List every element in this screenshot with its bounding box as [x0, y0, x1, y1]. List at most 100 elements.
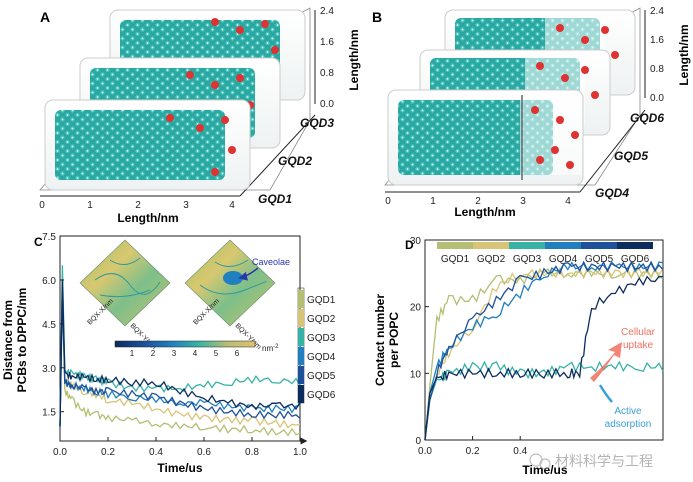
- legend-swatch-gqd2: [473, 242, 509, 249]
- series-line-gqd6: [59, 279, 301, 427]
- panel-b-depth-axis: [579, 109, 646, 193]
- legend-label-gqd6: GQD6: [307, 390, 336, 401]
- panel-b-ytick: 2.4: [650, 6, 664, 17]
- panel-d-uptake-label: Cellular: [621, 327, 656, 338]
- panel-d-adsorption-arrow: [598, 384, 613, 403]
- panel-c-caveolae-label: Caveolae: [252, 257, 290, 267]
- y-tick-label: 10: [410, 369, 422, 380]
- panel-a-ytick: 0.8: [320, 68, 334, 79]
- panel-c-colorbar-tick: 2: [151, 349, 156, 358]
- legend-swatch-gqd1: [298, 290, 304, 308]
- caveolae-region: [223, 271, 243, 285]
- panel-d-label: D: [405, 238, 414, 252]
- legend-swatch-gqd3: [298, 328, 304, 346]
- watermark: 材料科学与工程: [529, 453, 653, 470]
- panel-c-ylabel-line2: PCBs to DPPC/nm: [15, 288, 29, 393]
- x-tick-label: 1.0: [293, 447, 307, 458]
- panel-b-xtick: 1: [430, 196, 436, 207]
- panel-a-layer-label: GQD2: [278, 154, 312, 168]
- panel-d-adsorption-label: Active: [614, 406, 642, 417]
- legend-swatch-gqd4: [545, 242, 581, 249]
- panel-a-xtick: 2: [135, 200, 141, 211]
- panel-a: A 0 1 2 3 4 0.0: [39, 6, 361, 225]
- panel-b-layer-label: GQD4: [595, 186, 629, 200]
- panel-d-xlabel: Time/us: [522, 463, 567, 477]
- x-tick-label: 0.2: [101, 447, 115, 458]
- panel-d-ylabel-line2: per POPC: [387, 312, 401, 368]
- panel-c-colorbar-tick: 6: [235, 349, 240, 358]
- panel-d-series-group: [424, 260, 664, 441]
- legend-swatch-gqd5: [298, 366, 304, 384]
- panel-a-depth-axis: [239, 114, 316, 197]
- x-tick-label: 0.0: [53, 447, 67, 458]
- panel-c-colorbar-tick: 4: [193, 349, 198, 358]
- panel-a-xtick: 4: [229, 200, 235, 211]
- panel-b-xtick: 2: [475, 196, 481, 207]
- panel-c-series-group: [59, 265, 301, 437]
- y-tick-label: 30: [410, 236, 422, 247]
- panel-c-yticks: 1.5 3.0 4.5 6.0 7.5: [42, 232, 64, 419]
- panel-a-ylabel: Length/nm: [347, 29, 361, 90]
- panel-c-caveolae-arrow: [238, 267, 259, 281]
- legend-label-gqd5: GQD5: [307, 371, 336, 382]
- legend-swatch-gqd2: [298, 309, 304, 327]
- series-line-gqd2: [424, 267, 664, 441]
- panel-b-xtick: 0: [385, 196, 391, 207]
- x-tick-label: 0.2: [466, 446, 480, 457]
- series-line-gqd1: [59, 274, 301, 437]
- panel-d-yticks: 0 10 20 30: [410, 236, 429, 447]
- panel-a-ytick: 1.6: [320, 37, 334, 48]
- legend-label-gqd3: GQD3: [513, 254, 542, 265]
- y-tick-label: 20: [410, 303, 422, 314]
- legend-swatch-gqd1: [437, 242, 473, 249]
- panel-b-ytick: 0.8: [650, 64, 664, 75]
- panel-c-colorbar-tick: 5: [214, 349, 219, 358]
- panel-d-adsorption-label: adsorption: [605, 419, 652, 430]
- series-line-gqd4: [59, 285, 301, 427]
- legend-label-gqd4: GQD4: [307, 352, 336, 363]
- panel-b-xtick: 4: [565, 196, 571, 207]
- series-line-gqd2: [59, 279, 301, 429]
- panel-d-xticks: 0.0 0.2 0.4: [418, 436, 528, 457]
- series-line-gqd3: [59, 265, 301, 427]
- panel-d-legend: GQD1 GQD2 GQD3 GQD4 GQD5 GQD6: [437, 242, 653, 265]
- legend-swatch-gqd4: [298, 347, 304, 365]
- panel-c-colorbar-unit: nm-2: [262, 344, 279, 353]
- panel-c-inset-map-1: [79, 239, 171, 327]
- panel-b-layer-label: GQD6: [630, 111, 664, 125]
- panel-c: C 1.5 3.0 4.5 6.0 7.5 0.0 0.2 0.4 0.6 0.8 1.0 Tim…: [1, 232, 336, 475]
- panel-d-plot-frame: [424, 239, 664, 441]
- y-tick-label: 7.5: [42, 232, 56, 243]
- panel-c-xlabel: Time/us: [157, 461, 202, 475]
- x-tick-label: 0.8: [245, 447, 259, 458]
- panel-c-colorbar-tick: 3: [172, 349, 177, 358]
- series-line-gqd6: [424, 275, 664, 441]
- y-tick-label: 3.0: [42, 364, 56, 375]
- panel-b-label: B: [372, 9, 382, 25]
- series-line-gqd3: [424, 360, 664, 441]
- legend-swatch-gqd6: [617, 242, 653, 249]
- legend-label-gqd1: GQD1: [307, 295, 336, 306]
- legend-label-gqd2: GQD2: [307, 314, 336, 325]
- panel-a-sheet-gqd1: [44, 99, 251, 191]
- panel-a-layer-label: GQD1: [258, 192, 292, 206]
- panel-b-ylabel: Length/nm: [677, 24, 691, 85]
- y-tick-label: 0: [415, 436, 421, 447]
- x-tick-label: 0.6: [197, 447, 211, 458]
- panel-a-xlabel: Length/nm: [117, 211, 178, 225]
- panel-b-xtick: 3: [520, 196, 526, 207]
- panel-c-label: C: [34, 235, 43, 249]
- legend-label-gqd4: GQD4: [549, 254, 578, 265]
- panel-a-xtick: 3: [183, 200, 189, 211]
- legend-swatch-gqd3: [509, 242, 545, 249]
- panel-d-ylabel-line1: Contact number: [373, 294, 387, 386]
- legend-label-gqd6: GQD6: [621, 254, 650, 265]
- legend-label-gqd2: GQD2: [477, 254, 506, 265]
- panel-c-colorbar: [114, 340, 256, 348]
- panel-b-ytick: 0.0: [650, 93, 664, 104]
- y-tick-label: 6.0: [42, 276, 56, 287]
- legend-label-gqd3: GQD3: [307, 333, 336, 344]
- panel-a-label: A: [40, 9, 50, 25]
